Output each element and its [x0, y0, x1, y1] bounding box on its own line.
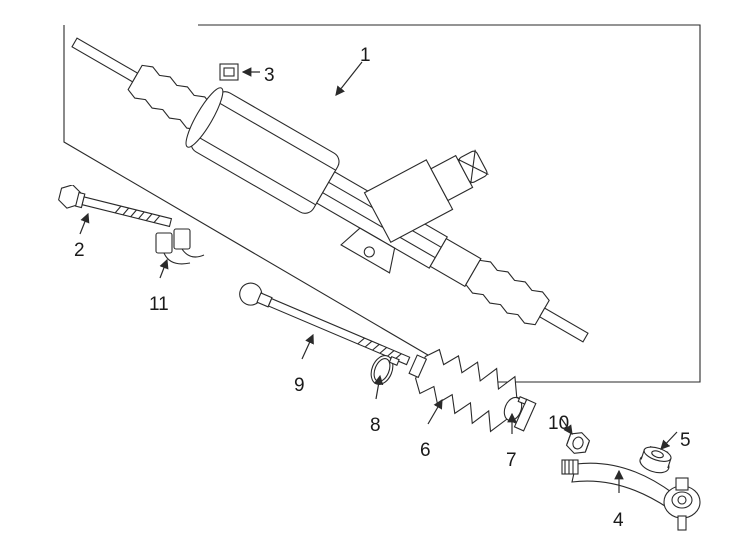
diagram-stage: 1 2 3 4 5 6 7 8 9 10 11	[0, 0, 734, 540]
callout-3: 3	[264, 65, 275, 87]
part-3-clip-nut	[214, 58, 248, 88]
callout-5: 5	[680, 430, 691, 452]
callout-8: 8	[370, 415, 381, 437]
callout-1: 1	[360, 45, 371, 67]
callout-9: 9	[294, 375, 305, 397]
callout-6: 6	[420, 440, 431, 462]
part-4-outer-tie-rod	[560, 440, 730, 540]
callout-11: 11	[149, 294, 169, 316]
callout-10: 10	[548, 413, 569, 435]
callout-4: 4	[613, 510, 624, 532]
part-11-connector	[130, 215, 210, 275]
part-8-clamp-large	[362, 350, 402, 390]
callout-7: 7	[506, 450, 517, 472]
part-7-clamp-small	[496, 392, 530, 426]
callout-2: 2	[74, 240, 85, 262]
